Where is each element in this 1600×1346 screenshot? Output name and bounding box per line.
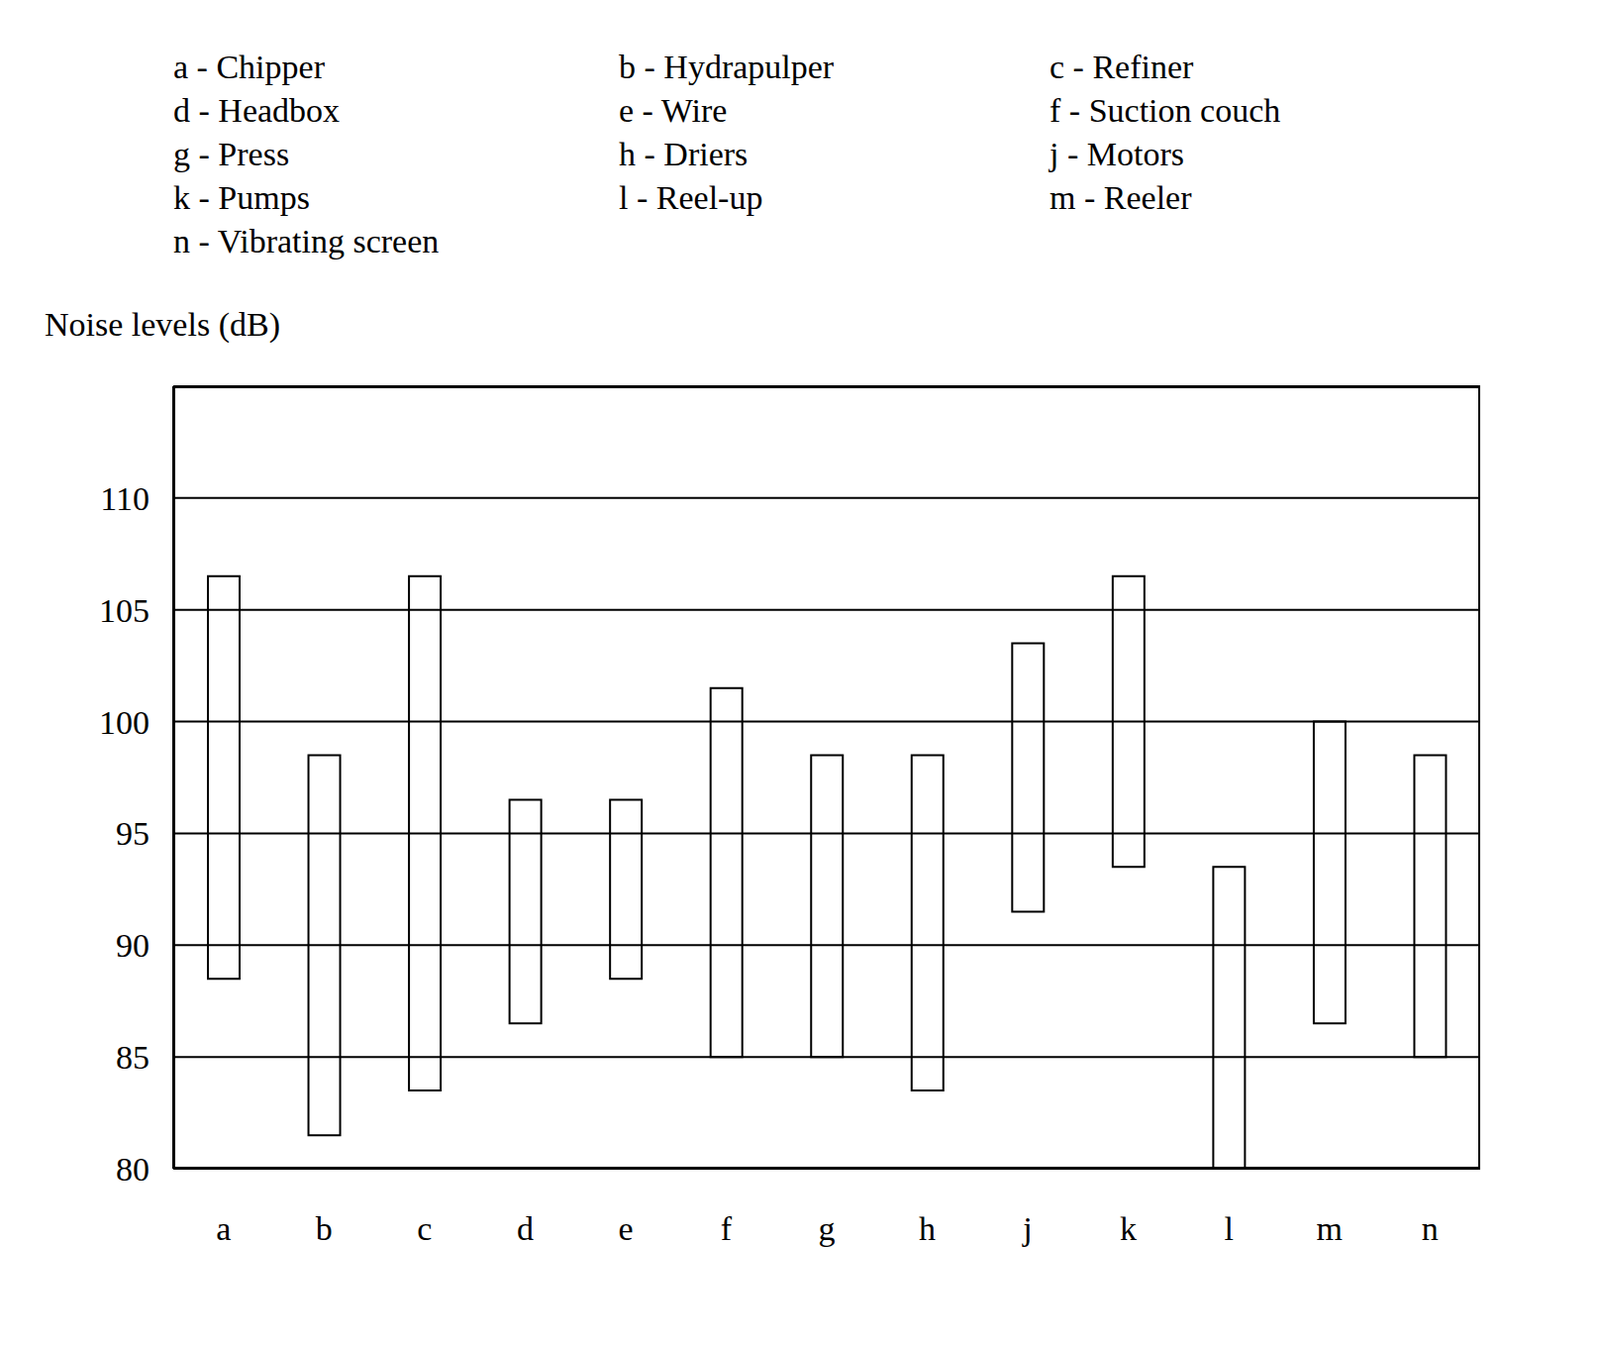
svg-text:d: d bbox=[516, 1209, 534, 1247]
html-text:d - Headbox: d - Headbox bbox=[173, 92, 340, 129]
html-text:b - Hydrapulper: b - Hydrapulper bbox=[618, 48, 834, 86]
svg-text:h: h bbox=[918, 1209, 936, 1247]
html-text:c - Refiner: c - Refiner bbox=[1049, 48, 1194, 86]
html-text:g - Press: g - Press bbox=[173, 135, 290, 173]
svg-text:100: 100 bbox=[99, 703, 150, 741]
svg-text:110: 110 bbox=[100, 480, 150, 517]
html-text:a - Chipper: a - Chipper bbox=[173, 48, 325, 86]
svg-text:105: 105 bbox=[99, 592, 150, 629]
svg-text:j: j bbox=[1021, 1209, 1032, 1247]
html-text:n - Vibrating screen: n - Vibrating screen bbox=[173, 222, 439, 260]
html-text:l - Reel-up: l - Reel-up bbox=[618, 179, 763, 216]
svg-text:85: 85 bbox=[115, 1038, 150, 1076]
svg-text:a: a bbox=[215, 1209, 231, 1247]
svg-text:n: n bbox=[1421, 1209, 1439, 1247]
svg-text:k: k bbox=[1119, 1209, 1137, 1247]
svg-text:g: g bbox=[818, 1209, 836, 1247]
html-text:f - Suction couch: f - Suction couch bbox=[1049, 92, 1281, 129]
html-text:j - Motors: j - Motors bbox=[1049, 135, 1185, 173]
svg-text:b: b bbox=[315, 1209, 333, 1247]
svg-text:c: c bbox=[416, 1209, 432, 1247]
html-text:Noise levels (dB): Noise levels (dB) bbox=[44, 305, 281, 343]
svg-text:90: 90 bbox=[115, 926, 150, 964]
html-text:m - Reeler: m - Reeler bbox=[1049, 179, 1192, 216]
html-text:h - Driers: h - Driers bbox=[618, 135, 748, 173]
html-text:e - Wire: e - Wire bbox=[618, 92, 728, 129]
svg-text:m: m bbox=[1315, 1209, 1342, 1247]
svg-text:f: f bbox=[720, 1209, 733, 1247]
svg-text:l: l bbox=[1223, 1209, 1233, 1247]
svg-text:80: 80 bbox=[115, 1150, 150, 1188]
html-text:k - Pumps: k - Pumps bbox=[173, 179, 310, 216]
svg-text:e: e bbox=[617, 1209, 633, 1247]
svg-text:95: 95 bbox=[115, 814, 150, 852]
